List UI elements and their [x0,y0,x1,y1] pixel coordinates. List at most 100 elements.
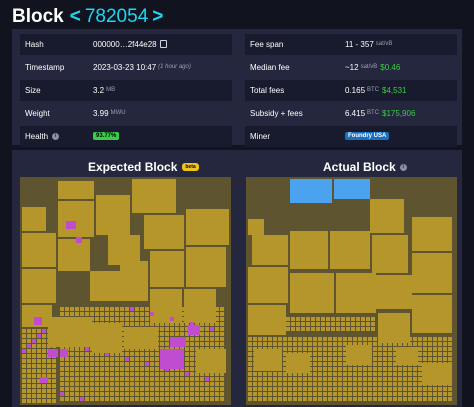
transaction-square[interactable] [205,337,209,341]
transaction-square[interactable] [200,327,204,331]
transaction-square[interactable] [263,392,267,396]
transaction-square[interactable] [393,372,397,376]
transaction-square[interactable] [433,347,437,351]
transaction-square[interactable] [140,362,144,366]
transaction-square[interactable] [263,337,267,341]
transaction-square[interactable] [200,317,204,321]
transaction-square[interactable] [130,397,134,401]
transaction-square[interactable] [343,342,347,346]
transaction-square[interactable] [293,347,297,351]
transaction-square[interactable] [283,392,287,396]
transaction-square[interactable] [288,347,292,351]
transaction-square[interactable] [383,392,387,396]
transaction-square[interactable] [70,352,74,356]
transaction-square[interactable] [341,322,345,326]
transaction-square[interactable] [80,397,84,401]
transaction-square[interactable] [358,342,362,346]
transaction-square[interactable] [398,397,402,401]
transaction-square[interactable] [253,372,257,376]
transaction-block[interactable] [124,327,158,349]
transaction-square[interactable] [348,397,352,401]
transaction-square[interactable] [115,392,119,396]
transaction-square[interactable] [318,372,322,376]
transaction-square[interactable] [408,372,412,376]
transaction-square[interactable] [95,397,99,401]
transaction-square[interactable] [308,387,312,391]
transaction-square[interactable] [398,377,402,381]
transaction-square[interactable] [200,372,204,376]
miner-badge[interactable]: Foundry USA [345,132,390,141]
transaction-square[interactable] [278,387,282,391]
transaction-square[interactable] [165,307,169,311]
transaction-square[interactable] [413,372,417,376]
transaction-square[interactable] [338,387,342,391]
transaction-square[interactable] [210,322,214,326]
transaction-square[interactable] [27,344,31,348]
transaction-square[interactable] [328,377,332,381]
transaction-square[interactable] [268,372,272,376]
transaction-square[interactable] [195,337,199,341]
transaction-square[interactable] [388,352,392,356]
transaction-square[interactable] [283,342,287,346]
transaction-square[interactable] [145,382,149,386]
transaction-square[interactable] [283,377,287,381]
transaction-square[interactable] [105,387,109,391]
transaction-square[interactable] [200,397,204,401]
transaction-square[interactable] [52,379,56,383]
transaction-square[interactable] [165,392,169,396]
transaction-square[interactable] [150,382,154,386]
transaction-square[interactable] [185,307,189,311]
transaction-square[interactable] [140,382,144,386]
transaction-square[interactable] [268,337,272,341]
transaction-square[interactable] [210,372,214,376]
transaction-square[interactable] [318,387,322,391]
transaction-square[interactable] [413,377,417,381]
transaction-square[interactable] [248,377,252,381]
transaction-square[interactable] [383,342,387,346]
transaction-square[interactable] [155,377,159,381]
transaction-square[interactable] [70,387,74,391]
transaction-square[interactable] [110,352,114,356]
transaction-square[interactable] [145,312,149,316]
transaction-square[interactable] [190,392,194,396]
transaction-square[interactable] [185,387,189,391]
transaction-square[interactable] [205,382,209,386]
transaction-square[interactable] [42,349,46,353]
transaction-square[interactable] [110,382,114,386]
transaction-square[interactable] [368,367,372,371]
transaction-square[interactable] [248,362,252,366]
transaction-square[interactable] [145,362,149,366]
transaction-square[interactable] [37,364,41,368]
transaction-square[interactable] [155,322,159,326]
transaction-square[interactable] [220,322,224,326]
transaction-square[interactable] [378,397,382,401]
transaction-square[interactable] [80,392,84,396]
transaction-square[interactable] [42,384,46,388]
transaction-square[interactable] [323,392,327,396]
transaction-square[interactable] [303,372,307,376]
transaction-square[interactable] [311,317,315,321]
transaction-square[interactable] [175,377,179,381]
transaction-square[interactable] [301,322,305,326]
transaction-block[interactable] [48,317,92,347]
transaction-square[interactable] [388,337,392,341]
transaction-square[interactable] [27,399,31,403]
transaction-square[interactable] [105,317,109,321]
transaction-square[interactable] [220,327,224,331]
transaction-square[interactable] [306,317,310,321]
transaction-square[interactable] [95,377,99,381]
transaction-square[interactable] [140,322,144,326]
transaction-square[interactable] [165,377,169,381]
transaction-square[interactable] [268,377,272,381]
transaction-square[interactable] [373,352,377,356]
transaction-square[interactable] [323,342,327,346]
transaction-square[interactable] [125,352,129,356]
transaction-square[interactable] [205,372,209,376]
transaction-square[interactable] [288,337,292,341]
transaction-square[interactable] [120,392,124,396]
transaction-square[interactable] [110,362,114,366]
transaction-square[interactable] [443,352,447,356]
transaction-square[interactable] [418,342,422,346]
transaction-square[interactable] [145,387,149,391]
transaction-square[interactable] [32,344,36,348]
